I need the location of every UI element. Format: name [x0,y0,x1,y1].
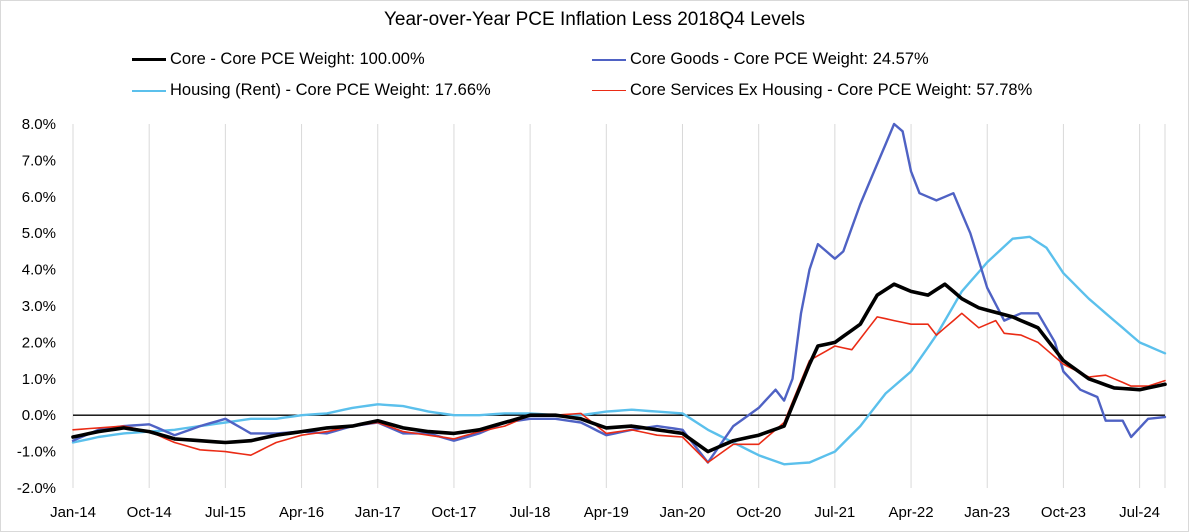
y-tick-label: 6.0% [22,189,56,206]
chart-title: Year-over-Year PCE Inflation Less 2018Q4… [383,9,806,30]
x-tick-label: Jul-15 [205,504,246,521]
legend-entry-core-goods: Core Goods - Core PCE Weight: 24.57% [592,50,929,69]
series-line-core-goods [71,122,1167,464]
y-tick-label: 4.0% [22,262,56,279]
legend-entry-housing: Housing (Rent) - Core PCE Weight: 17.66% [132,81,491,100]
x-tick-label: Apr-16 [279,504,324,521]
series-line-housing [71,235,1167,466]
legend-swatch-core-goods [592,58,626,61]
y-tick-label: 1.0% [22,371,56,388]
y-tick-label: 8.0% [22,116,56,133]
y-tick-label: 3.0% [22,298,56,315]
y-tick-label: 0.0% [22,407,56,424]
legend-label-core-goods: Core Goods - Core PCE Weight: 24.57% [630,50,929,68]
series-line-core [71,282,1167,454]
x-tick-label: Jul-18 [510,504,551,521]
legend-swatch-services [592,90,626,91]
legend-entry-core: Core - Core PCE Weight: 100.00% [132,50,425,69]
y-tick-label: -1.0% [17,444,56,461]
x-tick-label: Oct-14 [127,504,172,521]
x-tick-label: Jul-21 [814,504,855,521]
y-tick-label: 2.0% [22,334,56,351]
legend-label-housing: Housing (Rent) - Core PCE Weight: 17.66% [170,81,491,99]
y-tick-label: 5.0% [22,225,56,242]
series-lines [71,122,1167,466]
series-line-services [72,312,1166,464]
x-tick-label: Jan-20 [660,504,706,521]
x-tick-label: Jan-14 [50,504,96,521]
x-tick-label: Jan-23 [964,504,1010,521]
x-tick-label: Jan-17 [355,504,401,521]
legend-label-services: Core Services Ex Housing - Core PCE Weig… [630,81,1033,99]
x-tick-label: Oct-17 [431,504,476,521]
legend-swatch-core [132,58,166,61]
x-tick-label: Oct-23 [1041,504,1086,521]
y-tick-label: -2.0% [17,480,56,497]
gridlines [72,124,1166,488]
x-tick-label: Apr-19 [584,504,629,521]
x-tick-label: Oct-20 [736,504,781,521]
legend-label-core: Core - Core PCE Weight: 100.00% [170,50,425,68]
legend-entry-services: Core Services Ex Housing - Core PCE Weig… [592,81,1032,100]
x-tick-label: Apr-22 [889,504,934,521]
y-tick-label: 7.0% [22,152,56,169]
y-axis-ticks: -2.0% -1.0% 0.0% 1.0% 2.0% 3.0% 4.0% 5.0% 6.0% 7.… [17,116,56,497]
legend-swatch-housing [132,89,166,92]
x-tick-label: Jul-24 [1119,504,1160,521]
x-axis-ticks: Jan-14 Oct-14 Jul-15 Apr-16 Jan-17 Oct-17 Jul-… [50,504,1160,521]
